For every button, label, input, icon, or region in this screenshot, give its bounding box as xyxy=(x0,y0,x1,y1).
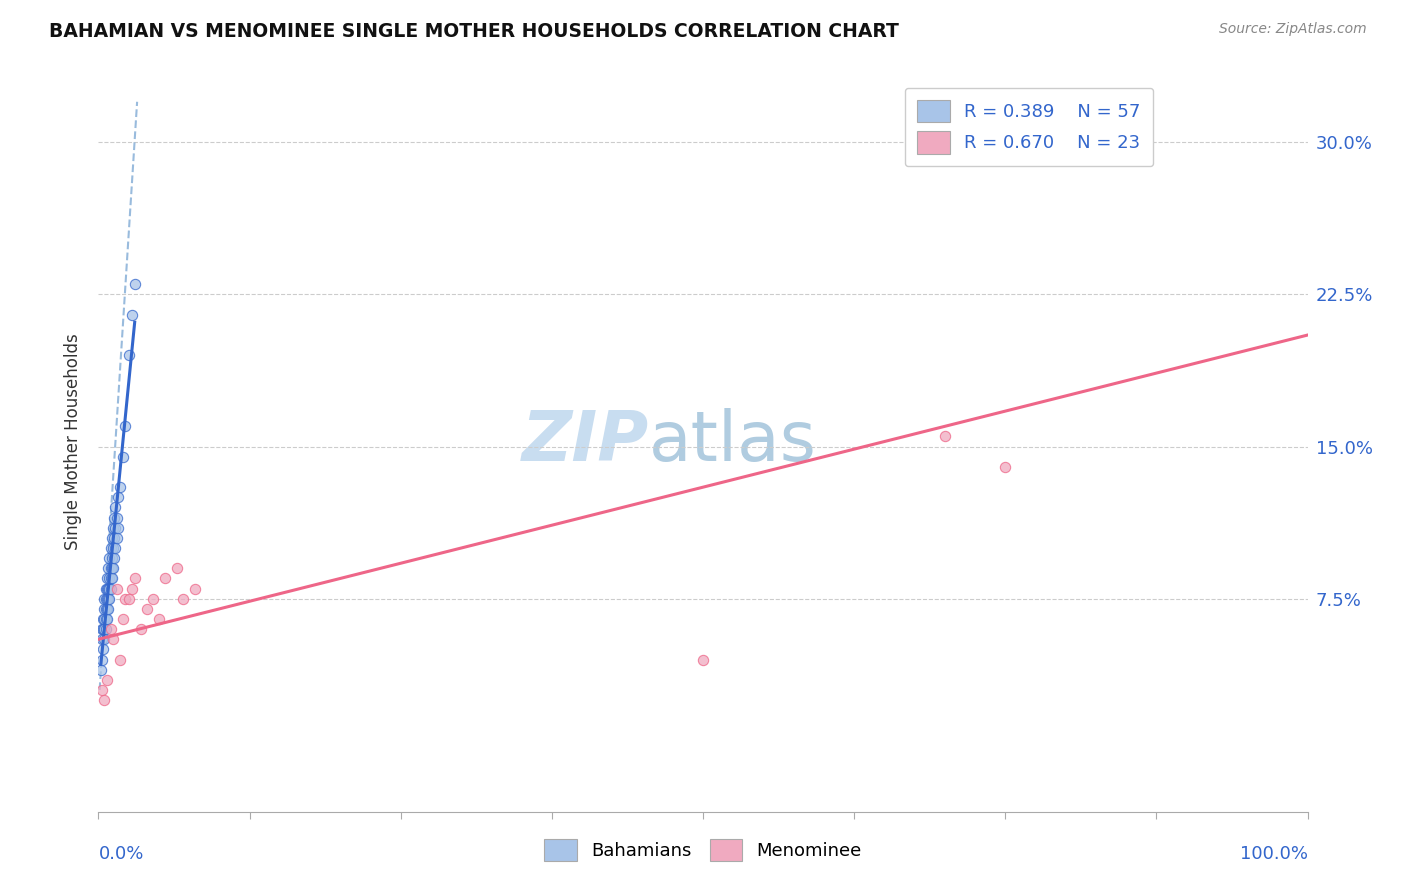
Point xyxy=(104,541,127,555)
Point xyxy=(934,429,956,443)
Point xyxy=(142,591,165,606)
Y-axis label: Single Mother Households: Single Mother Households xyxy=(65,334,83,549)
Point xyxy=(114,419,136,434)
Point xyxy=(93,591,115,606)
Point xyxy=(111,450,134,464)
Point xyxy=(91,622,114,636)
Point xyxy=(93,693,115,707)
Point xyxy=(98,551,121,566)
Point xyxy=(153,571,176,585)
Point xyxy=(121,308,143,322)
Point xyxy=(148,612,170,626)
Point xyxy=(91,632,114,647)
Point xyxy=(100,561,122,575)
Point xyxy=(111,612,134,626)
Point xyxy=(114,591,136,606)
Point xyxy=(101,632,124,647)
Point xyxy=(100,571,122,585)
Point xyxy=(93,602,115,616)
Text: 100.0%: 100.0% xyxy=(1240,845,1308,863)
Point xyxy=(96,673,118,687)
Point xyxy=(129,622,152,636)
Point xyxy=(100,571,122,585)
Point xyxy=(124,571,146,585)
Point xyxy=(100,622,122,636)
Point xyxy=(91,642,114,657)
Point xyxy=(994,459,1017,474)
Point xyxy=(96,571,118,585)
Point xyxy=(96,602,118,616)
Legend: R = 0.389    N = 57, R = 0.670    N = 23: R = 0.389 N = 57, R = 0.670 N = 23 xyxy=(905,87,1153,166)
Point xyxy=(93,632,115,647)
Point xyxy=(100,561,122,575)
Point xyxy=(96,582,118,596)
Point xyxy=(104,521,127,535)
Point xyxy=(101,541,124,555)
Point xyxy=(124,277,146,292)
Point xyxy=(105,510,128,524)
Point xyxy=(98,571,121,585)
Point xyxy=(121,582,143,596)
Point xyxy=(108,480,131,494)
Text: 0.0%: 0.0% xyxy=(98,845,143,863)
Point xyxy=(96,612,118,626)
Point xyxy=(118,348,141,362)
Point xyxy=(94,612,117,626)
Point xyxy=(93,622,115,636)
Point xyxy=(101,561,124,575)
Point xyxy=(103,510,125,524)
Point xyxy=(172,591,194,606)
Point xyxy=(103,551,125,566)
Point xyxy=(118,591,141,606)
Point xyxy=(91,622,114,636)
Point xyxy=(107,491,129,505)
Point xyxy=(97,582,120,596)
Text: BAHAMIAN VS MENOMINEE SINGLE MOTHER HOUSEHOLDS CORRELATION CHART: BAHAMIAN VS MENOMINEE SINGLE MOTHER HOUS… xyxy=(49,22,898,41)
Point xyxy=(98,591,121,606)
Point xyxy=(105,582,128,596)
Point xyxy=(94,622,117,636)
Point xyxy=(184,582,207,596)
Point xyxy=(108,652,131,666)
Point xyxy=(96,591,118,606)
Point xyxy=(100,551,122,566)
Point xyxy=(94,591,117,606)
Point xyxy=(692,652,714,666)
Point xyxy=(107,521,129,535)
Text: atlas: atlas xyxy=(648,408,817,475)
Point xyxy=(98,582,121,596)
Point xyxy=(101,521,124,535)
Point xyxy=(100,582,122,596)
Point xyxy=(135,602,157,616)
Legend: Bahamians, Menominee: Bahamians, Menominee xyxy=(531,827,875,874)
Point xyxy=(91,612,114,626)
Text: Source: ZipAtlas.com: Source: ZipAtlas.com xyxy=(1219,22,1367,37)
Point xyxy=(94,582,117,596)
Point xyxy=(93,612,115,626)
Point xyxy=(166,561,188,575)
Point xyxy=(90,663,112,677)
Point xyxy=(100,541,122,555)
Point xyxy=(100,531,122,545)
Point xyxy=(91,652,114,666)
Point xyxy=(97,561,120,575)
Point xyxy=(91,683,114,698)
Point xyxy=(97,602,120,616)
Point xyxy=(103,531,125,545)
Point xyxy=(94,602,117,616)
Point xyxy=(105,531,128,545)
Point xyxy=(104,500,127,515)
Point xyxy=(97,591,120,606)
Text: ZIP: ZIP xyxy=(522,408,648,475)
